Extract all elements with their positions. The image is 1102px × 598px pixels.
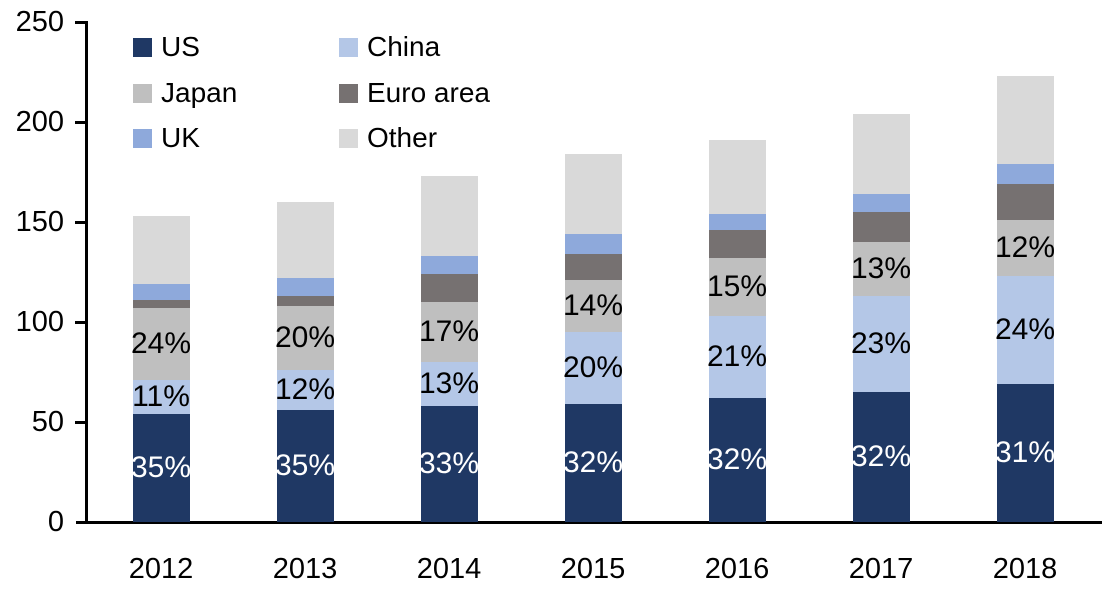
y-axis-tick [75,321,86,324]
legend-swatch-china [339,37,358,57]
legend-item-uk: UK [133,121,200,155]
y-axis-tick-label: 0 [47,506,64,538]
bar-segment-euro-area-2015 [564,254,622,280]
bar-segment-china-2015 [564,332,622,404]
legend-label: US [161,31,200,62]
bar-segment-japan-2016 [708,258,766,316]
bar-segment-us-2015 [564,404,622,522]
y-axis-tick [75,221,86,224]
bar-segment-other-2018 [996,76,1054,164]
bar-segment-us-2014 [420,406,478,522]
bar-segment-us-2013 [276,410,334,522]
bar-segment-japan-2018 [996,220,1054,276]
y-axis-tick-label: 100 [15,306,64,338]
bar-segment-uk-2013 [276,278,334,296]
bar-segment-china-2012 [132,380,190,414]
x-axis-category-label: 2015 [560,553,626,585]
legend-label: Japan [161,77,238,108]
bar-segment-china-2016 [708,316,766,398]
legend-swatch-other [339,128,358,148]
bar-segment-china-2017 [852,296,910,392]
bar-segment-euro-area-2018 [996,184,1054,220]
y-axis-line [85,21,88,524]
legend-swatch-euro-area [339,83,358,103]
y-axis-tick-label: 50 [31,406,64,438]
y-axis-tick [75,421,86,424]
bar-segment-euro-area-2012 [132,300,190,308]
legend-label: Other [367,122,438,153]
y-axis-tick-label: 200 [15,106,64,138]
bar-segment-us-2017 [852,392,910,522]
bar-segment-china-2018 [996,276,1054,384]
legend-item-us: US [133,30,200,64]
bar-segment-china-2014 [420,362,478,406]
bar-segment-japan-2017 [852,242,910,296]
y-axis-tick [75,21,86,24]
bar-segment-us-2016 [708,398,766,522]
x-axis-category-label: 2014 [416,553,482,585]
legend-label: UK [161,122,200,153]
x-axis-category-label: 2013 [272,553,338,585]
y-axis-tick [75,121,86,124]
legend-item-other: Other [339,121,437,155]
legend-item-japan: Japan [133,76,237,110]
bar-segment-china-2013 [276,370,334,410]
bar-segment-other-2013 [276,202,334,278]
bar-segment-euro-area-2017 [852,212,910,242]
y-axis-tick-label: 250 [15,6,64,38]
bar-segment-us-2018 [996,384,1054,522]
bar-segment-other-2012 [132,216,190,284]
bar-segment-us-2012 [132,414,190,522]
legend-swatch-japan [133,83,152,103]
bar-segment-japan-2015 [564,280,622,332]
bar-segment-uk-2016 [708,214,766,230]
bar-segment-other-2016 [708,140,766,214]
bar-segment-japan-2014 [420,302,478,362]
bar-segment-other-2017 [852,114,910,194]
bar-segment-uk-2012 [132,284,190,300]
bar-segment-uk-2014 [420,256,478,274]
legend-item-euro-area: Euro area [339,76,490,110]
legend-label: Euro area [367,77,490,108]
x-axis-category-label: 2016 [704,553,770,585]
bar-segment-japan-2013 [276,306,334,370]
bar-segment-euro-area-2016 [708,230,766,258]
bar-segment-uk-2017 [852,194,910,212]
x-axis-category-label: 2017 [848,553,914,585]
x-axis-category-label: 2018 [992,553,1058,585]
legend-item-china: China [339,30,440,64]
bar-segment-uk-2015 [564,234,622,254]
bar-segment-other-2014 [420,176,478,256]
legend-swatch-uk [133,128,152,148]
legend-swatch-us [133,37,152,57]
y-axis-tick-label: 150 [15,206,64,238]
x-axis-line [76,521,1102,524]
x-axis-category-label: 2012 [128,553,194,585]
bar-segment-euro-area-2014 [420,274,478,302]
bar-segment-japan-2012 [132,308,190,380]
bar-segment-euro-area-2013 [276,296,334,306]
bar-segment-other-2015 [564,154,622,234]
legend-label: China [367,31,441,62]
bar-segment-uk-2018 [996,164,1054,184]
